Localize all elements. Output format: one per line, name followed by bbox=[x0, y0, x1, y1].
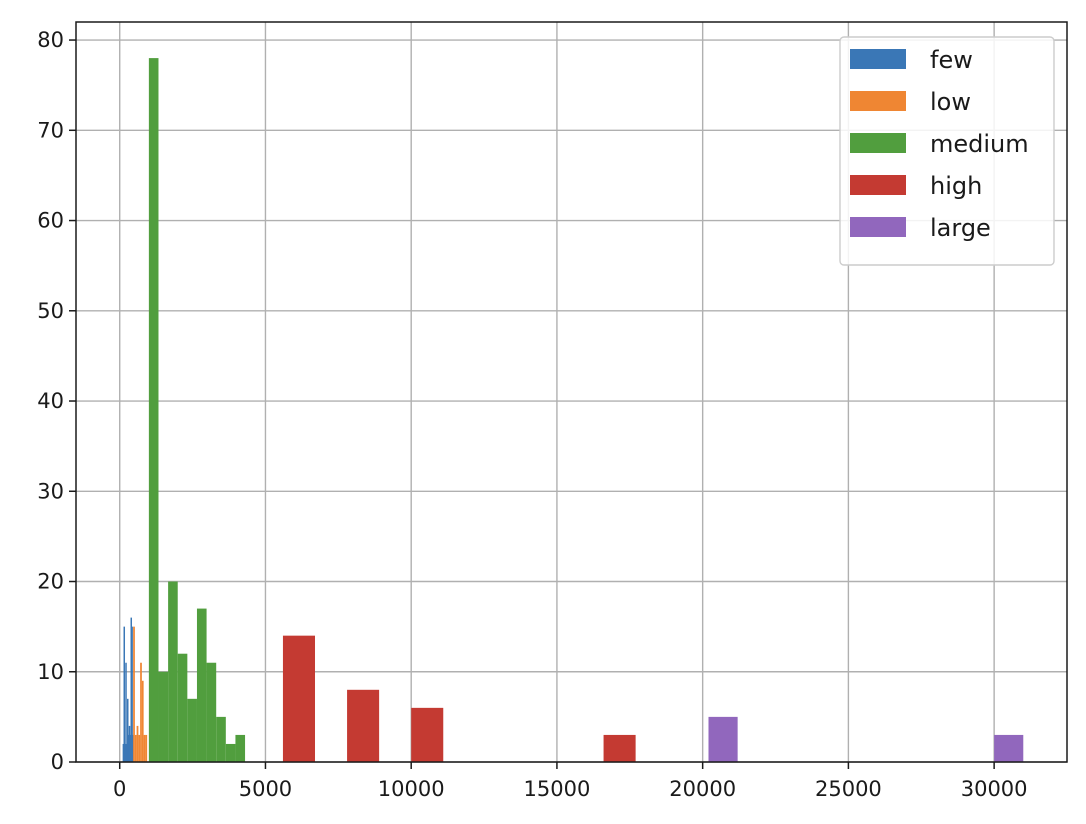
legend-label-low: low bbox=[930, 88, 971, 116]
legend-swatch-large bbox=[850, 217, 906, 237]
histogram-bar-few bbox=[127, 734, 130, 762]
x-tick-label: 20000 bbox=[669, 777, 736, 801]
histogram-bar-low bbox=[140, 662, 142, 762]
histogram-bar-low bbox=[145, 734, 148, 762]
histogram-bar-medium bbox=[235, 734, 246, 762]
x-tick-label: 0 bbox=[113, 777, 126, 801]
bars bbox=[122, 58, 1024, 763]
histogram-bar-few bbox=[122, 743, 125, 762]
histogram-bar-high bbox=[347, 689, 380, 762]
y-tick-label: 50 bbox=[37, 299, 64, 323]
histogram-bar-low bbox=[136, 725, 139, 762]
x-tick-label: 15000 bbox=[524, 777, 591, 801]
legend-label-few: few bbox=[930, 46, 973, 74]
y-tick-label: 40 bbox=[37, 389, 64, 413]
histogram-bar-low bbox=[138, 734, 141, 762]
histogram-bar-few bbox=[127, 698, 129, 762]
histogram-bar-low bbox=[133, 626, 135, 762]
legend: few low medium high large bbox=[839, 36, 1055, 266]
histogram-bar-medium bbox=[187, 698, 197, 762]
histogram-bar-medium bbox=[206, 662, 217, 762]
histogram-bar-low bbox=[141, 680, 144, 762]
y-tick-label: 20 bbox=[37, 570, 64, 594]
histogram-bar-few bbox=[125, 662, 127, 762]
histogram-bar-medium bbox=[158, 671, 169, 762]
histogram-bar-few bbox=[126, 743, 128, 762]
y-tick-label: 0 bbox=[51, 750, 64, 774]
x-tick-label: 5000 bbox=[239, 777, 292, 801]
histogram-bar-few bbox=[130, 617, 133, 762]
histogram-bar-few bbox=[123, 626, 126, 762]
y-tick-label: 60 bbox=[37, 209, 64, 233]
x-tick-label: 30000 bbox=[961, 777, 1028, 801]
histogram-bar-medium bbox=[177, 653, 188, 762]
histogram-bar-large bbox=[708, 716, 738, 762]
legend-label-medium: medium bbox=[930, 130, 1029, 158]
legend-label-high: high bbox=[930, 172, 982, 200]
plot-frame bbox=[75, 21, 1068, 763]
histogram-bar-medium bbox=[216, 716, 226, 762]
legend-label-large: large bbox=[930, 214, 991, 242]
histogram-bar-few bbox=[132, 734, 134, 762]
x-tick-label: 25000 bbox=[815, 777, 882, 801]
y-tick-label: 70 bbox=[37, 118, 64, 142]
y-tick-label: 80 bbox=[37, 28, 64, 52]
histogram-bar-medium bbox=[148, 58, 159, 763]
histogram-bar-large bbox=[994, 734, 1024, 762]
histogram-bar-medium bbox=[225, 743, 236, 762]
legend-swatch-medium bbox=[850, 133, 906, 153]
histogram-bar-few bbox=[131, 626, 133, 762]
histogram-bar-high bbox=[282, 635, 316, 762]
histogram-bar-medium bbox=[196, 608, 207, 762]
x-tick-label: 10000 bbox=[378, 777, 445, 801]
legend-swatch-low bbox=[850, 91, 906, 111]
y-tick-label: 30 bbox=[37, 479, 64, 503]
histogram-bar-low bbox=[134, 734, 137, 762]
histogram-bar-few bbox=[128, 725, 131, 762]
histogram-bar-medium bbox=[168, 581, 178, 762]
histogram-bar-high bbox=[411, 707, 444, 762]
legend-swatch-few bbox=[850, 49, 906, 69]
legend-swatch-high bbox=[850, 175, 906, 195]
histogram-bar-few bbox=[124, 743, 126, 762]
histogram-bar-few bbox=[129, 734, 132, 762]
y-tick-label: 10 bbox=[37, 660, 64, 684]
axis-ticks: 0 5000 10000 15000 20000 25000 30000 0 10 20 30 40 5… bbox=[37, 28, 1027, 801]
histogram-bar-low bbox=[143, 734, 146, 762]
histogram-bar-high bbox=[603, 734, 636, 762]
